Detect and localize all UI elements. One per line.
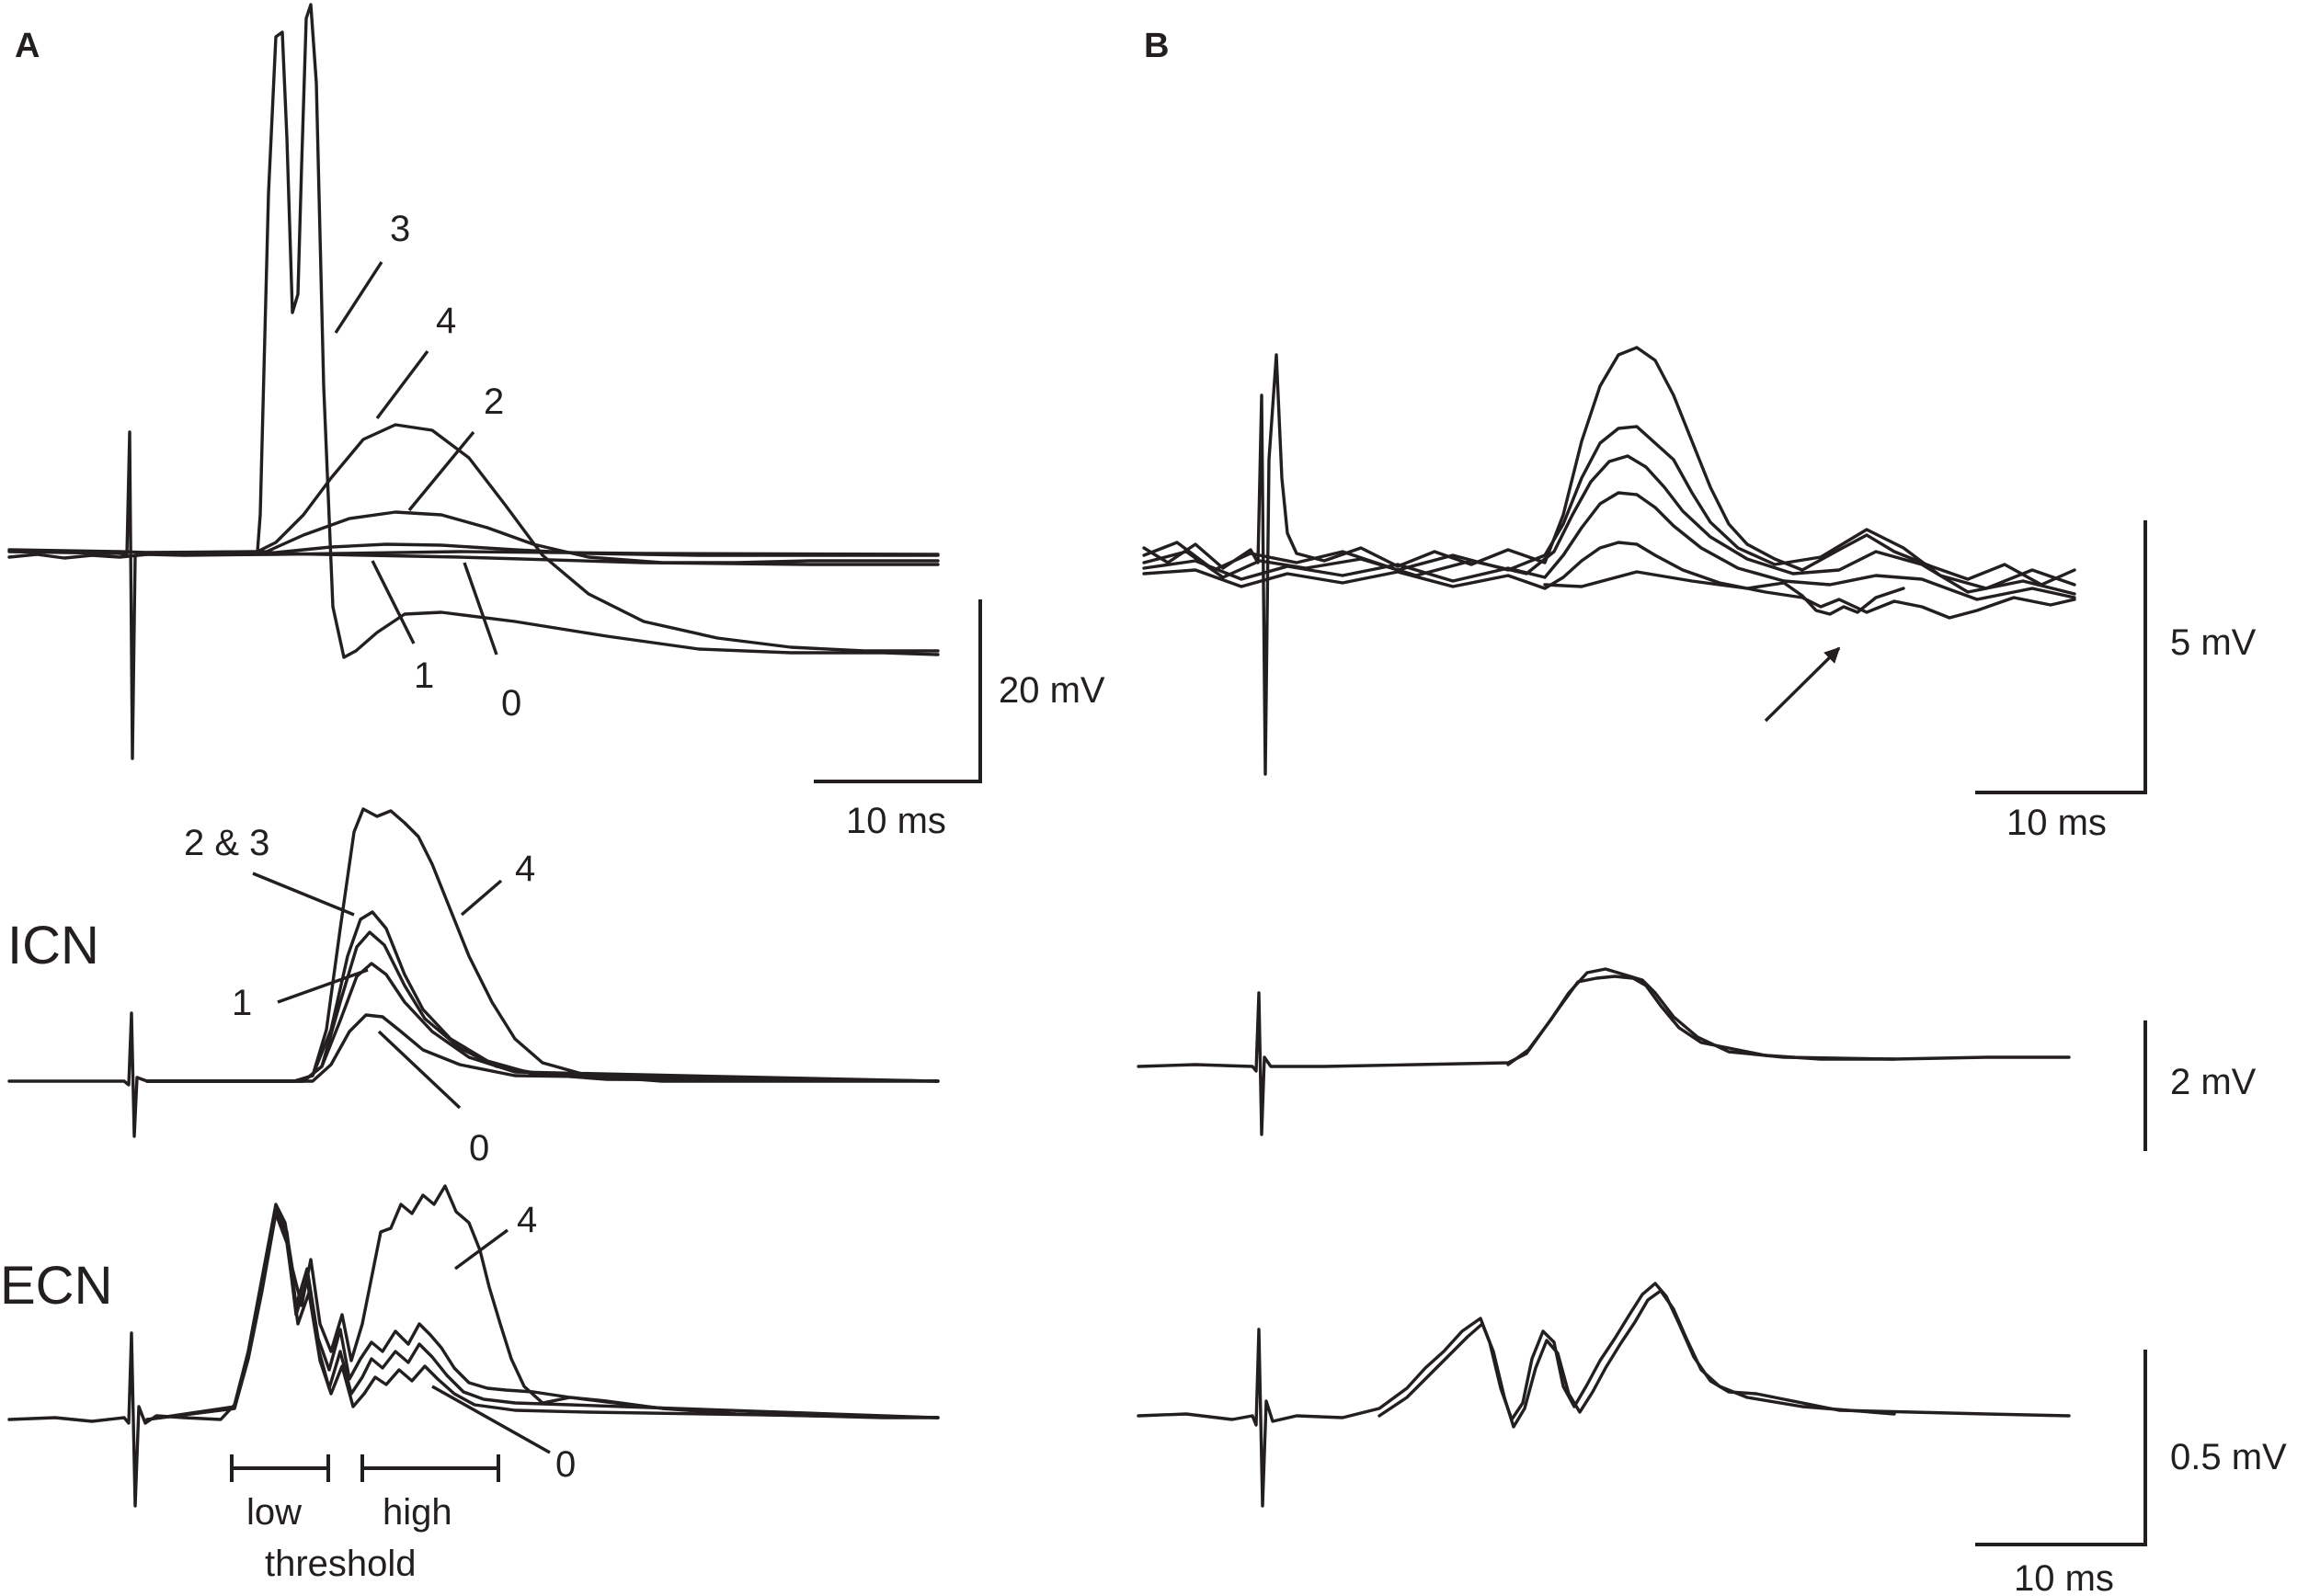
scale-10ms-b-top: 10 ms <box>2006 803 2107 843</box>
icn-row-label: ICN <box>7 916 99 975</box>
ecn-label-4: 4 <box>517 1200 537 1240</box>
scale-10ms-a: 10 ms <box>846 801 946 841</box>
panel-b-middle-traces <box>1137 967 2071 1136</box>
trace-3-spike <box>7 3 940 760</box>
panel-a-ecn-leaders <box>431 1228 551 1454</box>
ecn-trace-0 <box>145 1212 940 1421</box>
panel-b-top-scale-bar <box>1975 520 2147 794</box>
icn-trace-2-3 <box>145 910 940 1083</box>
icn-label-4: 4 <box>515 849 535 889</box>
b-top-trace-mid3 <box>1142 491 2076 601</box>
icn-label-0: 0 <box>469 1128 489 1168</box>
label-trace-3: 3 <box>390 209 410 249</box>
icn-label-2-3: 2 & 3 <box>184 823 269 863</box>
panel-b-letter: B <box>1144 27 1169 65</box>
label-trace-4: 4 <box>436 301 456 341</box>
ecn-trace-4 <box>7 1184 940 1508</box>
panel-a-letter: A <box>15 27 40 65</box>
icn-trace-4 <box>7 807 940 1138</box>
trace-0-baseline <box>7 548 940 566</box>
label-trace-1: 1 <box>414 656 434 696</box>
panel-a-scale-bar <box>814 599 982 783</box>
threshold-brackets <box>230 1454 500 1482</box>
icn-trace-0 <box>145 1013 940 1083</box>
b-top-trace-small <box>1142 541 2076 620</box>
ecn-trace-low <box>145 1204 940 1421</box>
label-trace-0: 0 <box>501 683 521 724</box>
panel-b-bottom-traces <box>1137 1282 2071 1508</box>
scale-20mv: 20 mV <box>999 670 1105 711</box>
icn-trace-1 <box>145 962 940 1083</box>
trace-4-epsp <box>136 423 940 653</box>
b-top-trace-large <box>1142 346 2076 776</box>
b-top-trace-dip <box>1543 570 1905 616</box>
ecn-row-label: ECN <box>0 1256 112 1316</box>
panel-a-intracellular-traces <box>7 3 940 760</box>
icn-label-1: 1 <box>232 983 252 1023</box>
panel-b-bottom-scale-bar <box>1975 1350 2147 1546</box>
arrow-icon <box>1764 646 1841 723</box>
bracket-high-label: high <box>383 1492 452 1533</box>
scale-5mv: 5 mV <box>2170 622 2257 663</box>
panel-a-ecn-traces <box>7 1184 940 1508</box>
panel-a-icn-leaders <box>252 872 503 1110</box>
label-trace-2: 2 <box>484 382 504 422</box>
scale-0-5mv: 0.5 mV <box>2170 1437 2287 1477</box>
b-bottom-trace-2 <box>1377 1289 1896 1429</box>
ecn-trace-mid <box>145 1210 940 1421</box>
ecn-label-0: 0 <box>555 1444 576 1485</box>
b-middle-trace <box>1137 975 2071 1136</box>
low-bracket <box>230 1454 330 1482</box>
scale-10ms-b-bottom: 10 ms <box>2014 1558 2114 1596</box>
b-bottom-trace <box>1137 1282 2071 1508</box>
bracket-threshold-label: threshold <box>265 1544 417 1584</box>
bracket-low-label: low <box>246 1492 302 1533</box>
b-top-trace-mid2 <box>1142 454 2076 596</box>
b-top-trace-mid1 <box>1142 425 2076 590</box>
panel-a-top-leaders <box>334 261 498 656</box>
b-middle-trace-2 <box>1506 967 1896 1066</box>
panel-b-top-traces <box>1142 346 2076 776</box>
panel-a-icn-traces <box>7 807 940 1138</box>
scale-2mv: 2 mV <box>2170 1062 2257 1102</box>
trace-baseline-noise <box>7 550 940 560</box>
high-bracket <box>360 1454 500 1482</box>
icn-trace-2-3b <box>145 930 940 1083</box>
